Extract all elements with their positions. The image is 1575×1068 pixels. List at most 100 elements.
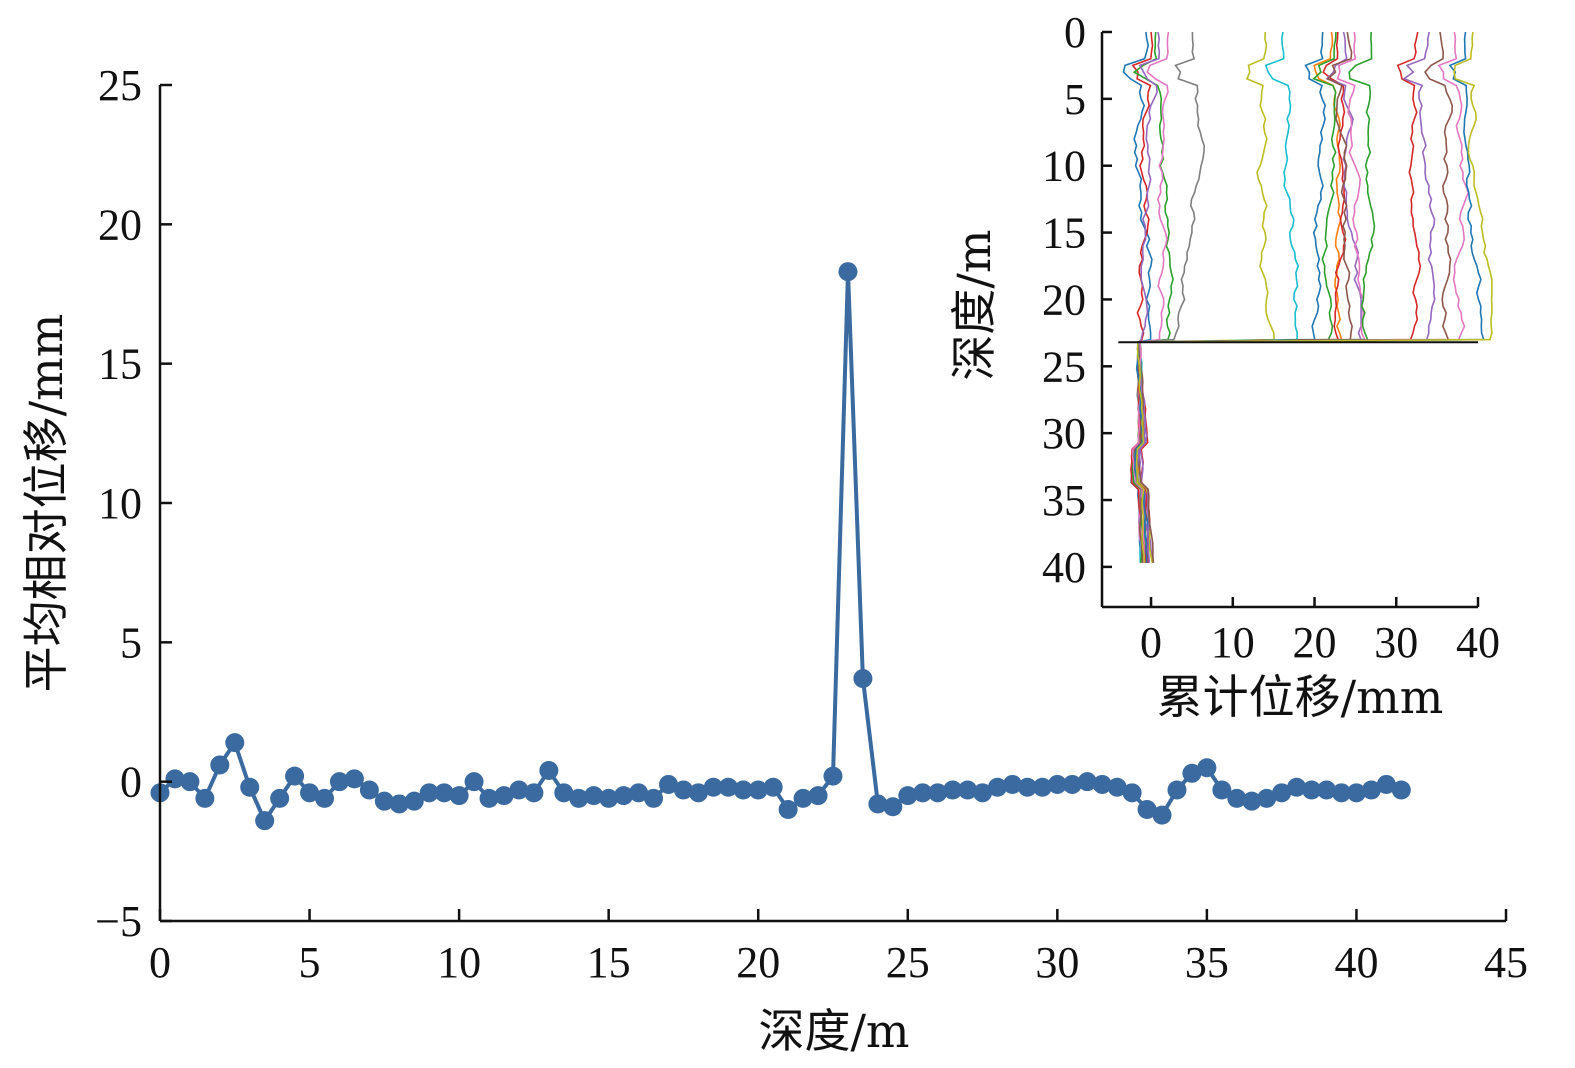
main-data-point xyxy=(1272,783,1292,803)
main-data-point xyxy=(509,780,529,800)
main-data-point xyxy=(644,788,664,808)
main-data-point xyxy=(718,777,738,797)
inset-x-tick-label: 40 xyxy=(1456,618,1500,667)
main-data-point xyxy=(255,811,275,831)
main-data-point xyxy=(1182,763,1202,783)
inset-y-tick-label: 10 xyxy=(1042,142,1086,191)
main-y-tick-label: 5 xyxy=(120,618,142,667)
main-data-point xyxy=(165,769,185,789)
inset-y-axis-label: 深度/m xyxy=(947,229,1001,380)
main-data-point xyxy=(913,783,933,803)
inset-series-line xyxy=(1135,31,1343,563)
main-data-point xyxy=(1092,774,1112,794)
inset-series-line xyxy=(1131,31,1376,563)
main-data-point xyxy=(539,761,559,781)
inset-series-line xyxy=(1135,31,1276,564)
main-data-point xyxy=(1122,783,1142,803)
main-y-tick-label: 0 xyxy=(120,758,142,807)
main-data-point xyxy=(1032,777,1052,797)
main-data-point xyxy=(344,769,364,789)
inset-y-tick-label: 25 xyxy=(1042,342,1086,391)
inset-x-tick-label: 20 xyxy=(1293,618,1337,667)
main-data-point xyxy=(973,783,993,803)
inset-y-tick-label: 35 xyxy=(1042,476,1086,525)
main-data-point xyxy=(434,783,454,803)
main-data-point xyxy=(494,786,514,806)
inset-y-tick-label: 0 xyxy=(1064,8,1086,57)
inset-series-line xyxy=(1136,31,1436,563)
main-data-point xyxy=(419,783,439,803)
main-data-point xyxy=(838,262,858,282)
main-data-point xyxy=(1257,788,1277,808)
main-data-point xyxy=(359,780,379,800)
main-data-point xyxy=(898,786,918,806)
main-data-point xyxy=(1212,780,1232,800)
inset-series xyxy=(1118,31,1493,564)
main-series-line xyxy=(158,269,1402,823)
inset-axes: 0 10 20 30 40 0 5 10 15 20 25 30 35 40 xyxy=(1042,8,1500,667)
inset-series-line xyxy=(1133,31,1422,563)
main-data-point xyxy=(1062,774,1082,794)
inset-y-tick-label: 40 xyxy=(1042,543,1086,592)
main-data-point xyxy=(778,800,798,820)
main-data-point xyxy=(389,794,409,814)
main-data-point xyxy=(315,788,335,808)
inset-y-tick-label: 5 xyxy=(1064,75,1086,124)
main-data-point xyxy=(793,788,813,808)
main-data-point xyxy=(763,777,783,797)
main-data-point xyxy=(1017,777,1037,797)
main-data-point xyxy=(285,766,305,786)
main-x-tick-label: 5 xyxy=(299,938,321,987)
main-x-tick-label: 40 xyxy=(1334,938,1378,987)
main-data-point xyxy=(928,783,948,803)
main-data-point xyxy=(748,780,768,800)
main-x-tick-label: 25 xyxy=(886,938,930,987)
main-data-point xyxy=(808,786,828,806)
main-data-point xyxy=(988,777,1008,797)
main-data-point xyxy=(1137,800,1157,820)
main-y-tick-label: 15 xyxy=(98,340,142,389)
inset-series-line xyxy=(1134,31,1327,564)
main-data-point xyxy=(958,780,978,800)
main-x-tick-label: 35 xyxy=(1185,938,1229,987)
main-x-tick-label: 45 xyxy=(1484,938,1528,987)
main-data-point xyxy=(1317,780,1337,800)
main-data-point xyxy=(1287,777,1307,797)
main-y-tick-label: 25 xyxy=(98,61,142,110)
main-data-point xyxy=(868,794,888,814)
inset-y-tick-label: 30 xyxy=(1042,409,1086,458)
main-data-point xyxy=(210,755,230,775)
inset-series-line xyxy=(1131,31,1470,563)
main-data-point xyxy=(584,786,604,806)
main-data-point xyxy=(1302,780,1322,800)
main-y-tick-label: 10 xyxy=(98,479,142,528)
main-data-point xyxy=(464,772,484,792)
inset-series-line xyxy=(1137,31,1363,563)
main-data-point xyxy=(1107,777,1127,797)
main-data-point xyxy=(688,783,708,803)
main-data-point xyxy=(1346,783,1366,803)
main-data-point xyxy=(823,766,843,786)
main-data-point xyxy=(673,780,693,800)
main-x-tick-label: 10 xyxy=(437,938,481,987)
inset-x-axis-label: 累计位移/mm xyxy=(1157,670,1444,724)
inset-x-tick-label: 30 xyxy=(1374,618,1418,667)
inset-series-line xyxy=(1135,31,1493,563)
main-data-point xyxy=(449,786,469,806)
main-data-point xyxy=(943,780,963,800)
main-data-point xyxy=(614,786,634,806)
main-data-point xyxy=(1167,780,1187,800)
main-data-point xyxy=(479,788,499,808)
main-data-point xyxy=(1331,783,1351,803)
main-data-point xyxy=(853,669,873,689)
main-data-point xyxy=(1361,780,1381,800)
inset-series-line xyxy=(1133,31,1300,563)
main-data-point xyxy=(629,783,649,803)
main-data-point xyxy=(658,774,678,794)
main-data-point xyxy=(703,777,723,797)
main-y-tick-label: 20 xyxy=(98,200,142,249)
inset-chart: 0 10 20 30 40 0 5 10 15 20 25 30 35 40 累计位移/mm 深度/m xyxy=(947,8,1500,724)
main-data-point xyxy=(733,780,753,800)
